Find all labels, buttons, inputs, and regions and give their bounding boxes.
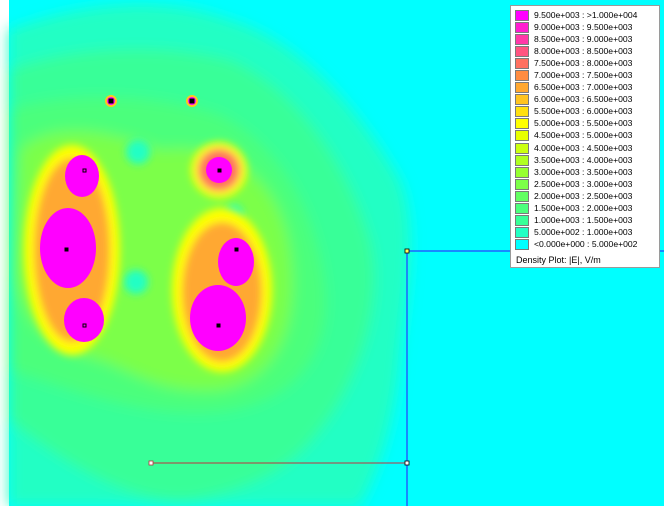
legend-entry: 1.500e+003 : 2.000e+003 (515, 203, 656, 215)
legend-entry: 8.500e+003 : 9.000e+003 (515, 33, 656, 45)
density-legend: 9.500e+003 : >1.000e+004 9.000e+003 : 9.5… (510, 5, 660, 268)
legend-entry-label: 3.500e+003 : 4.000e+003 (534, 154, 633, 165)
legend-swatch (515, 142, 529, 154)
legend-swatch (515, 203, 529, 215)
legend-entry: 3.000e+003 : 3.500e+003 (515, 166, 656, 178)
legend-swatch (515, 106, 529, 118)
legend-swatch (515, 21, 529, 33)
legend-entry: 2.000e+003 : 2.500e+003 (515, 190, 656, 202)
legend-entry-label: 2.500e+003 : 3.000e+003 (534, 178, 633, 189)
node-markers (64, 98, 239, 328)
legend-entry: 5.500e+003 : 6.000e+003 (515, 106, 656, 118)
legend-entry-label: 6.000e+003 : 6.500e+003 (534, 94, 633, 105)
node-marker[interactable] (64, 247, 69, 252)
legend-swatch (515, 215, 529, 227)
legend-swatch (515, 33, 529, 45)
legend-swatch (515, 70, 529, 82)
legend-footer-label: Density Plot: |E|, V/m (516, 254, 601, 265)
node-marker[interactable] (82, 323, 87, 328)
legend-entry-label: 7.000e+003 : 7.500e+003 (534, 70, 633, 81)
legend-entry-label: 1.000e+003 : 1.500e+003 (534, 215, 633, 226)
legend-entry: 7.000e+003 : 7.500e+003 (515, 69, 656, 82)
legend-entry: 6.500e+003 : 7.000e+003 (515, 82, 656, 94)
legend-entry-label: 9.500e+003 : >1.000e+004 (534, 9, 638, 20)
legend-entry-label: 5.500e+003 : 6.000e+003 (534, 106, 633, 117)
legend-entry-label: 4.000e+003 : 4.500e+003 (534, 142, 633, 153)
node-marker[interactable] (82, 168, 87, 173)
hotspot-left-core-bot (64, 298, 104, 342)
node-marker[interactable] (217, 168, 222, 173)
legend-entry: 6.000e+003 : 6.500e+003 (515, 94, 656, 106)
legend-swatch (515, 45, 529, 57)
legend-entry-label: 2.000e+003 : 2.500e+003 (534, 190, 633, 201)
legend-rows: 9.500e+003 : >1.000e+004 9.000e+003 : 9.5… (515, 9, 656, 251)
legend-swatch (515, 227, 529, 239)
legend-entry: 9.500e+003 : >1.000e+004 (515, 9, 656, 21)
legend-swatch (515, 94, 529, 106)
legend-entry: 4.500e+003 : 5.000e+003 (515, 130, 656, 142)
legend-entry-label: 9.000e+003 : 9.500e+003 (534, 21, 633, 32)
left-margin (0, 0, 9, 506)
legend-entry: 8.000e+003 : 8.500e+003 (515, 45, 656, 57)
node-marker[interactable] (108, 98, 114, 104)
legend-swatch (515, 9, 529, 21)
legend-swatch (515, 118, 529, 130)
legend-entry-label: 5.000e+003 : 5.500e+003 (534, 118, 633, 129)
legend-entry: 2.500e+003 : 3.000e+003 (515, 178, 656, 190)
low-spot-2 (124, 270, 148, 294)
legend-entry: 1.000e+003 : 1.500e+003 (515, 215, 656, 227)
legend-entry-label: 8.500e+003 : 9.000e+003 (534, 33, 633, 44)
legend-entry: 3.500e+003 : 4.000e+003 (515, 154, 656, 166)
legend-entry-label: 8.000e+003 : 8.500e+003 (534, 45, 633, 56)
legend-swatch (515, 57, 529, 69)
legend-entry: <0.000e+000 : 5.000e+002 (515, 239, 656, 251)
legend-swatch (515, 130, 529, 142)
node-marker[interactable] (189, 98, 195, 104)
legend-entry-label: <0.000e+000 : 5.000e+002 (534, 239, 638, 250)
legend-swatch (515, 166, 529, 178)
legend-entry: 5.000e+003 : 5.500e+003 (515, 118, 656, 130)
boundary-node[interactable] (404, 248, 410, 254)
legend-entry: 7.500e+003 : 8.000e+003 (515, 57, 656, 69)
legend-entry-label: 1.500e+003 : 2.000e+003 (534, 203, 633, 214)
boundary-node[interactable] (148, 460, 154, 466)
node-marker[interactable] (234, 247, 239, 252)
legend-swatch (515, 154, 529, 166)
legend-swatch (515, 178, 529, 190)
legend-entry-label: 6.500e+003 : 7.000e+003 (534, 82, 633, 93)
legend-swatch (515, 190, 529, 202)
legend-swatch (515, 82, 529, 94)
hotspot-left-core-top (65, 155, 99, 197)
hotspot-right-core-bot (190, 285, 246, 351)
low-spot-1 (126, 140, 150, 164)
legend-entry: 4.000e+003 : 4.500e+003 (515, 142, 656, 154)
legend-entry-label: 5.000e+002 : 1.000e+003 (534, 227, 633, 238)
legend-swatch (515, 239, 529, 251)
legend-entry-label: 4.500e+003 : 5.000e+003 (534, 130, 633, 141)
boundary-node[interactable] (404, 460, 410, 466)
legend-entry-label: 3.000e+003 : 3.500e+003 (534, 166, 633, 177)
node-marker[interactable] (216, 323, 221, 328)
hotspot-right-core-top (218, 238, 254, 286)
legend-entry: 5.000e+002 : 1.000e+003 (515, 227, 656, 239)
legend-entry-label: 7.500e+003 : 8.000e+003 (534, 57, 633, 68)
legend-entry: 9.000e+003 : 9.500e+003 (515, 21, 656, 33)
